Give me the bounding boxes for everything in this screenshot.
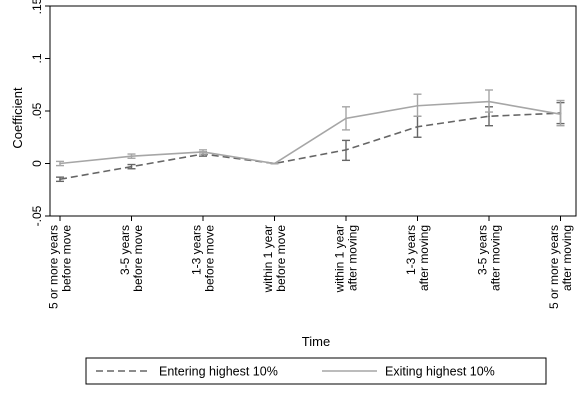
x-tick-label-line: after moving (346, 225, 360, 291)
x-axis-title: Time (302, 334, 330, 349)
error-bar (56, 160, 64, 167)
data-point (202, 151, 204, 153)
x-tick-label: within 1 year before move (261, 225, 288, 294)
plot-border (49, 5, 577, 217)
legend-item: Entering highest 10% (96, 365, 278, 379)
x-tick-label-line: after moving (417, 225, 431, 291)
x-tick-label-line: before move (274, 225, 288, 292)
error-bar (342, 139, 350, 162)
data-point (345, 117, 347, 120)
x-tick-label-line: 5 or more years (547, 225, 561, 309)
x-tick-label-line: 5 or more years (47, 225, 61, 309)
data-point (130, 155, 133, 157)
x-tick-label-line: 3-5 years (476, 225, 490, 275)
x-tick-label-line: before move (131, 225, 145, 292)
series-1 (56, 101, 565, 183)
x-tick-label-line: within 1 year (333, 225, 347, 293)
plot-area (49, 5, 577, 217)
x-tick-label-line: 1-3 years (190, 225, 204, 275)
series-layer (56, 89, 565, 183)
legend-label: Exiting highest 10% (385, 365, 495, 379)
error-bar (270, 162, 279, 165)
y-tick-label: .15 (30, 0, 44, 14)
error-bar (56, 176, 64, 183)
x-axis: 5 or more years before move 3-5 years befor… (47, 216, 574, 309)
x-tick-label-line: after moving (489, 225, 503, 291)
data-point (488, 115, 490, 118)
x-tick-label-line: within 1 year (261, 225, 275, 293)
error-bar (127, 153, 136, 159)
error-bar (342, 106, 350, 131)
data-point (130, 165, 133, 168)
x-tick-label: within 1 year after moving (333, 225, 360, 293)
legend-label: Entering highest 10% (159, 365, 278, 379)
data-point (559, 113, 562, 115)
y-tick-label: 0 (30, 160, 44, 167)
legend-item: Exiting highest 10% (322, 365, 495, 379)
error-bar (556, 99, 565, 127)
series-line (59, 100, 561, 165)
y-axis-title: Coefficient (10, 87, 25, 149)
y-axis: -.05 0 .05 .1 .15 (30, 0, 50, 226)
data-point (345, 149, 347, 151)
x-tick-label-line: before move (60, 225, 74, 292)
data-point (273, 162, 276, 165)
error-bar (485, 89, 493, 113)
error-bar (127, 163, 136, 170)
x-tick-label-line: 1-3 years (404, 225, 418, 275)
x-tick-label: 3-5 years after moving (476, 225, 503, 291)
x-tick-label: 1-3 years after moving (404, 225, 431, 291)
legend: Entering highest 10% Exiting highest 10% (85, 357, 547, 385)
y-tick-label: .05 (30, 102, 44, 119)
x-tick-label: 5 or more years after moving (547, 225, 574, 309)
data-point (59, 162, 61, 165)
x-tick-label: 5 or more years before move (47, 225, 74, 309)
data-point (59, 178, 61, 181)
legend-box (85, 357, 547, 385)
x-tick-label: 3-5 years before move (118, 225, 145, 292)
series-2 (56, 89, 565, 167)
data-point (488, 100, 490, 103)
error-bar (199, 149, 207, 155)
y-tick-label: .1 (30, 53, 44, 63)
data-point (416, 104, 419, 107)
x-tick-label: 1-3 years before move (190, 225, 217, 292)
x-tick-label-line: 3-5 years (118, 225, 132, 275)
y-tick-label: -.05 (30, 205, 44, 226)
error-bar (413, 93, 422, 117)
series-line (59, 112, 561, 181)
data-point (416, 125, 419, 128)
x-tick-label-line: before move (203, 225, 217, 292)
x-tick-label-line: after moving (560, 225, 574, 291)
